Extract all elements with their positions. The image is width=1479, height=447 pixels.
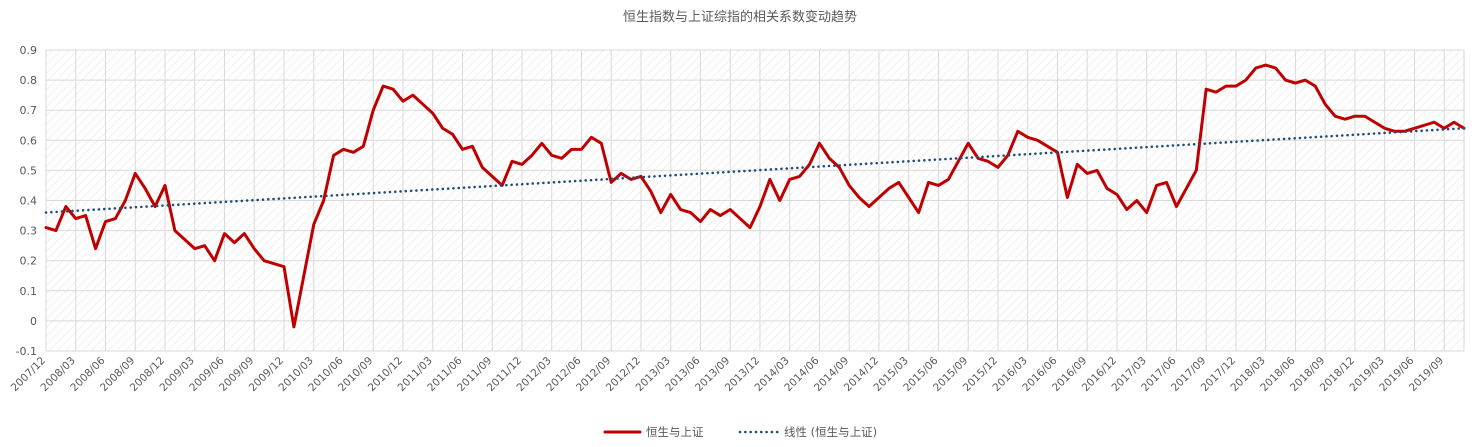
y-tick-label: 0.1 (20, 285, 38, 298)
legend-label-series-1: 恒生与上证 (646, 425, 704, 439)
series-line-linear-trend (44, 126, 1466, 214)
y-tick-label: 0.7 (20, 104, 38, 117)
chart-title: 恒生指数与上证综指的相关系数变动趋势 (623, 9, 857, 25)
y-tick-label: 0.9 (20, 44, 38, 57)
series-line-correlation (44, 63, 1466, 329)
y-tick-label: -0.1 (16, 345, 37, 358)
y-tick-label: 0.6 (20, 134, 38, 147)
series-layer (44, 63, 1466, 329)
y-tick-label: 0.4 (20, 195, 38, 208)
y-tick-label: 0 (30, 315, 37, 328)
y-axis: 0.9 0.8 0.7 0.6 0.5 0.4 0.3 0.2 0.1 0 -0.1 (16, 44, 37, 358)
x-axis: 2007/122008/032008/062008/092008/122009/… (9, 354, 1447, 394)
grid-lines (45, 49, 1465, 352)
legend: 恒生与上证 线性 (恒生与上证) (603, 425, 877, 439)
y-tick-label: 0.8 (20, 74, 38, 87)
y-tick-label: 0.5 (20, 164, 38, 177)
y-tick-label: 0.3 (20, 225, 38, 238)
y-tick-label: 0.2 (20, 255, 38, 268)
legend-label-series-2: 线性 (恒生与上证) (784, 425, 877, 439)
